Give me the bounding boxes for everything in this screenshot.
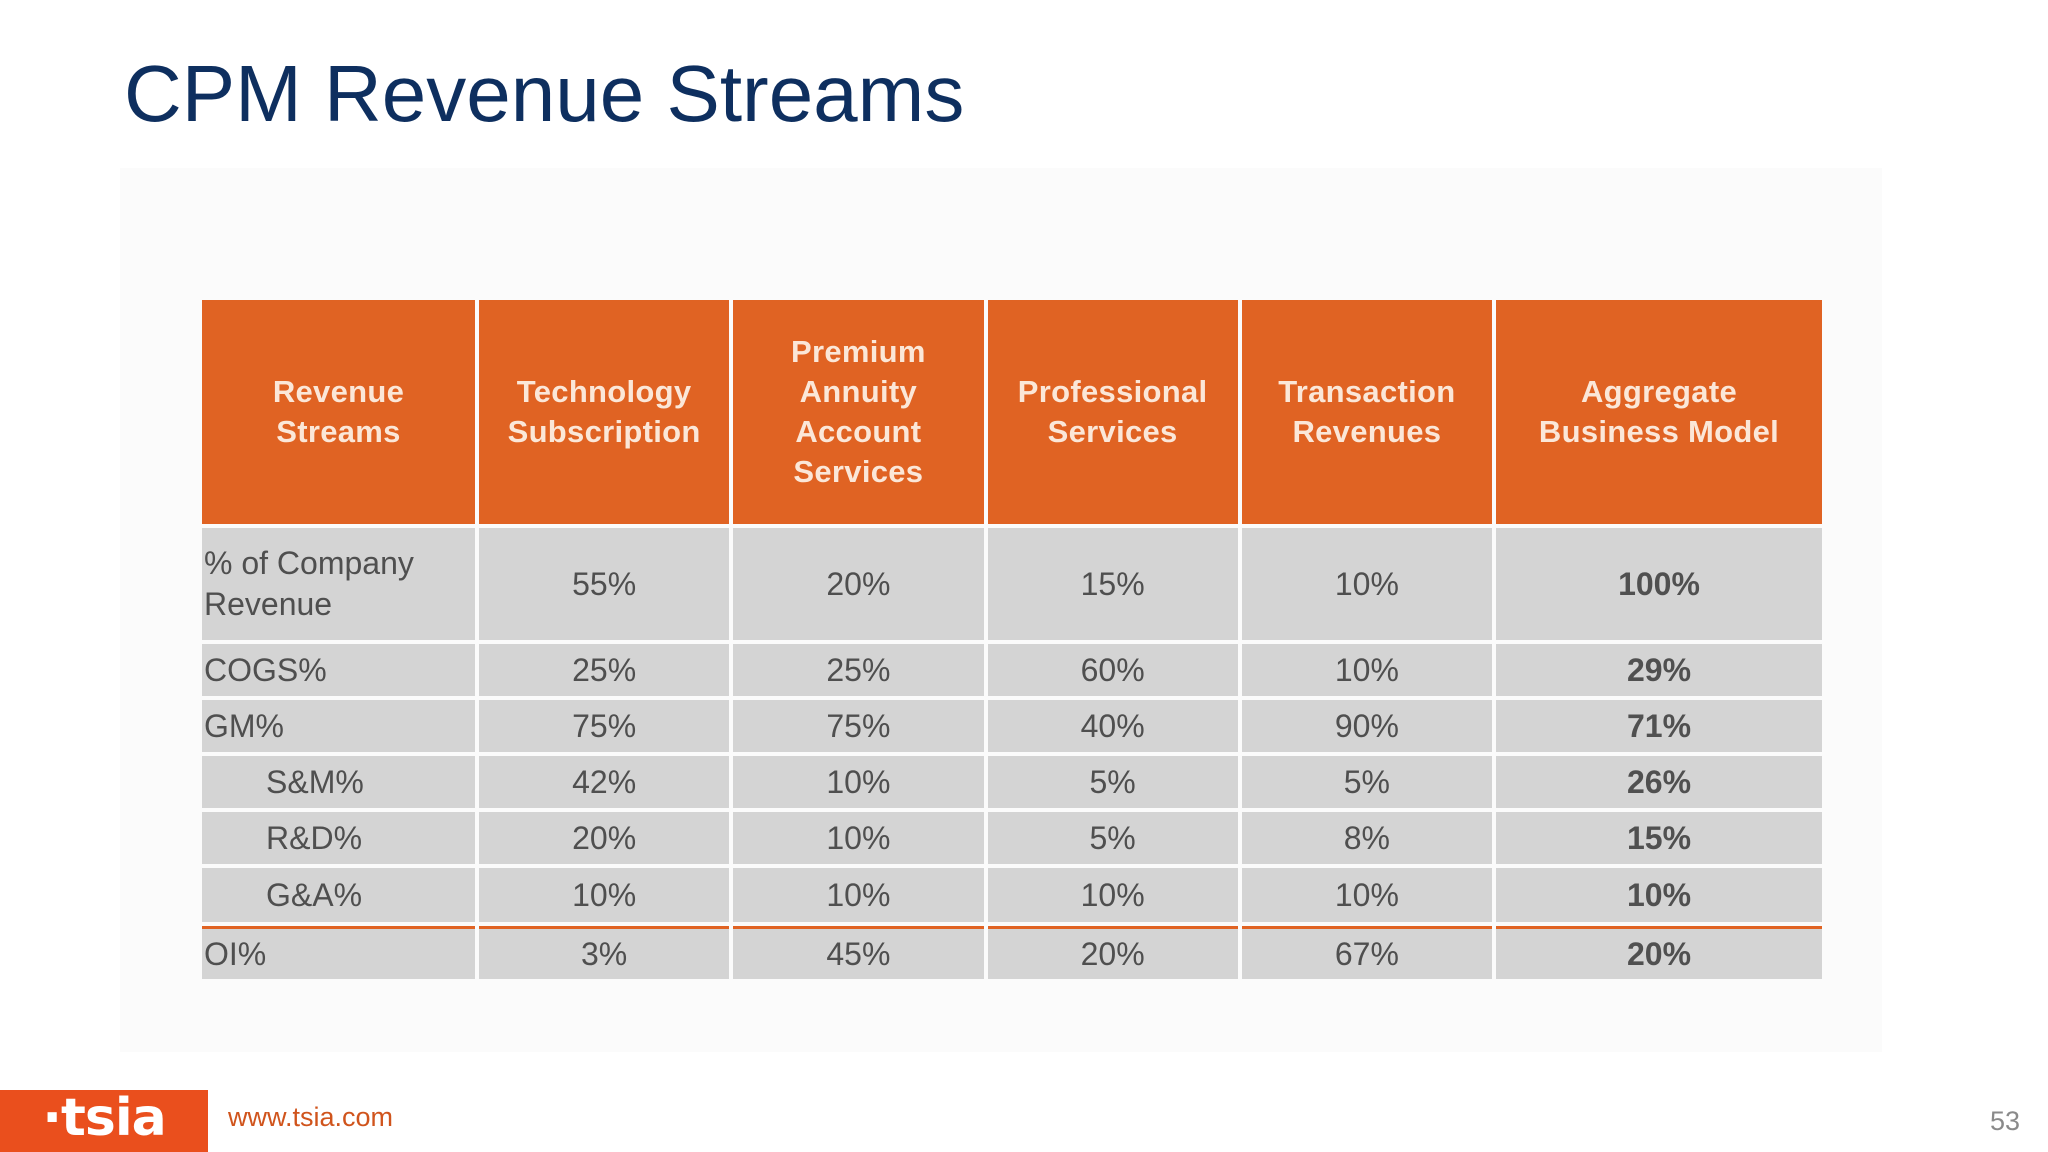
aggregate-cell: 15%: [1496, 812, 1822, 864]
aggregate-cell: 29%: [1496, 644, 1822, 696]
header-premium-annuity: Premium Annuity Account Services: [733, 300, 984, 524]
table-cell: 15%: [987, 528, 1238, 640]
table-row-company-revenue: % of Company Revenue 55% 20% 15% 10% 100…: [202, 528, 1822, 640]
table-cell: 20%: [479, 812, 730, 864]
table-cell: 55%: [479, 528, 730, 640]
header-professional-services: Professional Services: [987, 300, 1238, 524]
table-row-sm: S&M% 42% 10% 5% 5% 26%: [202, 756, 1822, 808]
table-cell: 67%: [1241, 926, 1492, 979]
aggregate-cell: 26%: [1496, 756, 1822, 808]
table-cell: 10%: [479, 868, 730, 922]
table-cell: 40%: [987, 700, 1238, 752]
table-cell: 5%: [987, 812, 1238, 864]
table-cell: 45%: [733, 926, 984, 979]
table-cell: 25%: [479, 644, 730, 696]
aggregate-cell: 100%: [1496, 528, 1822, 640]
table-cell: 10%: [733, 868, 984, 922]
table-row-gm: GM% 75% 75% 40% 90% 71%: [202, 700, 1822, 752]
table-row-oi: OI% 3% 45% 20% 67% 20%: [202, 926, 1822, 979]
table-cell: 10%: [733, 756, 984, 808]
table-cell: 5%: [987, 756, 1238, 808]
page-number: 53: [1989, 1106, 2020, 1136]
table-cell: 8%: [1241, 812, 1492, 864]
aggregate-cell: 71%: [1496, 700, 1822, 752]
logo-text: ·tsia: [42, 1088, 166, 1148]
aggregate-cell: 10%: [1496, 868, 1822, 922]
table-cell: 42%: [479, 756, 730, 808]
table-cell: 3%: [479, 926, 730, 979]
table-cell: 75%: [733, 700, 984, 752]
table-header-row: Revenue Streams Technology Subscription …: [202, 300, 1822, 524]
row-label: OI%: [202, 926, 475, 979]
table-cell: 75%: [479, 700, 730, 752]
header-text: Transaction Revenues: [1278, 374, 1456, 449]
table-row-cogs: COGS% 25% 25% 60% 10% 29%: [202, 644, 1822, 696]
table-cell: 10%: [733, 812, 984, 864]
header-technology-subscription: Technology Subscription: [479, 300, 730, 524]
table-cell: 20%: [733, 528, 984, 640]
row-label: COGS%: [202, 644, 475, 696]
row-label: S&M%: [202, 756, 475, 808]
table-cell: 10%: [987, 868, 1238, 922]
table-cell: 90%: [1241, 700, 1492, 752]
header-text: Technology Subscription: [507, 374, 701, 449]
aggregate-cell: 20%: [1496, 926, 1822, 979]
table-cell: 60%: [987, 644, 1238, 696]
header-transaction-revenues: Transaction Revenues: [1241, 300, 1492, 524]
footer-url: www.tsia.com: [228, 1102, 394, 1132]
row-label: R&D%: [202, 812, 475, 864]
table-cell: 20%: [987, 926, 1238, 979]
row-label: % of Company Revenue: [202, 528, 475, 640]
table-cell: 10%: [1241, 528, 1492, 640]
table-cell: 25%: [733, 644, 984, 696]
tsia-logo: ·tsia: [0, 1090, 208, 1152]
table-cell: 10%: [1241, 644, 1492, 696]
header-text: Professional Services: [1017, 374, 1208, 449]
table-row-rd: R&D% 20% 10% 5% 8% 15%: [202, 812, 1822, 864]
slide-title: CPM Revenue Streams: [124, 49, 965, 138]
header-revenue-streams: Revenue Streams: [202, 300, 475, 524]
table-cell: 5%: [1241, 756, 1492, 808]
table-cell: 10%: [1241, 868, 1492, 922]
row-label: G&A%: [202, 868, 475, 922]
header-aggregate-business-model: Aggregate Business Model: [1496, 300, 1822, 524]
table-row-ga: G&A% 10% 10% 10% 10% 10%: [202, 868, 1822, 922]
header-text: Premium Annuity Account Services: [790, 334, 926, 489]
header-text: Revenue Streams: [272, 374, 405, 449]
revenue-streams-table: Revenue Streams Technology Subscription …: [198, 296, 1826, 983]
header-text: Aggregate Business Model: [1538, 374, 1780, 449]
row-label: GM%: [202, 700, 475, 752]
